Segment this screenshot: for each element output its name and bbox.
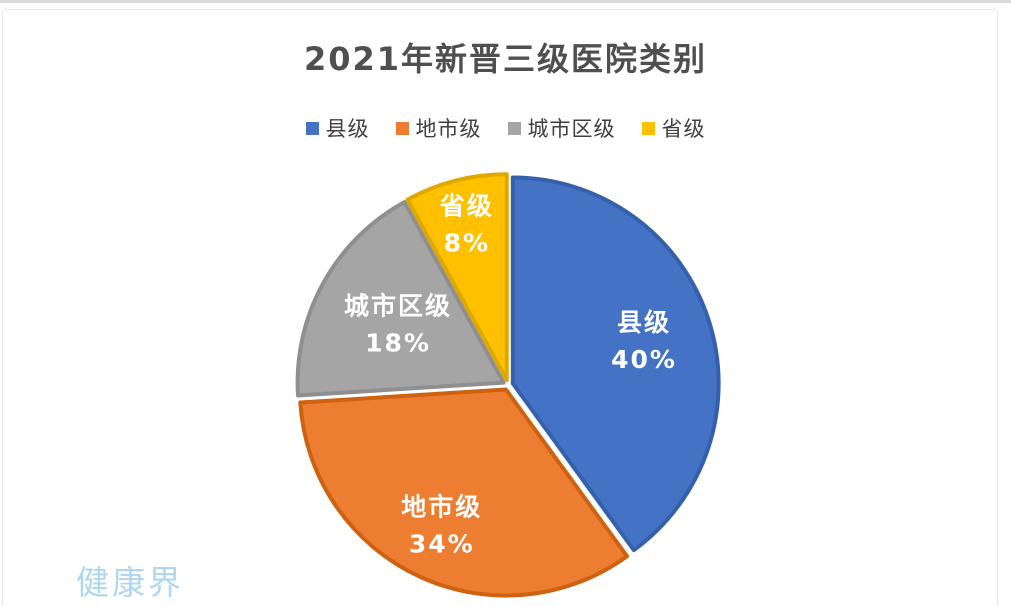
legend-item: 县级 [305, 113, 370, 143]
chart-title: 2021年新晋三级医院类别 [303, 40, 708, 78]
pie-slice [405, 172, 509, 383]
pie-slice [298, 387, 629, 598]
legend-item: 省级 [641, 113, 706, 143]
legend-swatch [641, 121, 655, 135]
slice-label: 城市区级 18% [344, 292, 452, 358]
pie-slice [295, 200, 506, 398]
legend-label: 城市区级 [527, 117, 616, 141]
legend-label: 省级 [661, 117, 706, 141]
legend-label: 县级 [325, 117, 370, 141]
legend-item: 城市区级 [507, 113, 616, 143]
watermark-logo: 健康界 [76, 563, 184, 602]
legend-swatch [305, 121, 319, 135]
legend: 县级 地市级 城市区级 省级 [0, 113, 1011, 143]
legend-swatch [507, 121, 521, 135]
legend-item: 地市级 [395, 113, 482, 143]
legend-swatch [395, 121, 409, 135]
top-border-strip [0, 0, 1011, 3]
pie-slice [510, 175, 721, 553]
slice-label: 县级 40% [611, 308, 677, 374]
slice-label: 省级 8% [439, 192, 494, 258]
slice-label: 地市级 34% [401, 493, 482, 559]
legend-label: 地市级 [415, 117, 482, 141]
